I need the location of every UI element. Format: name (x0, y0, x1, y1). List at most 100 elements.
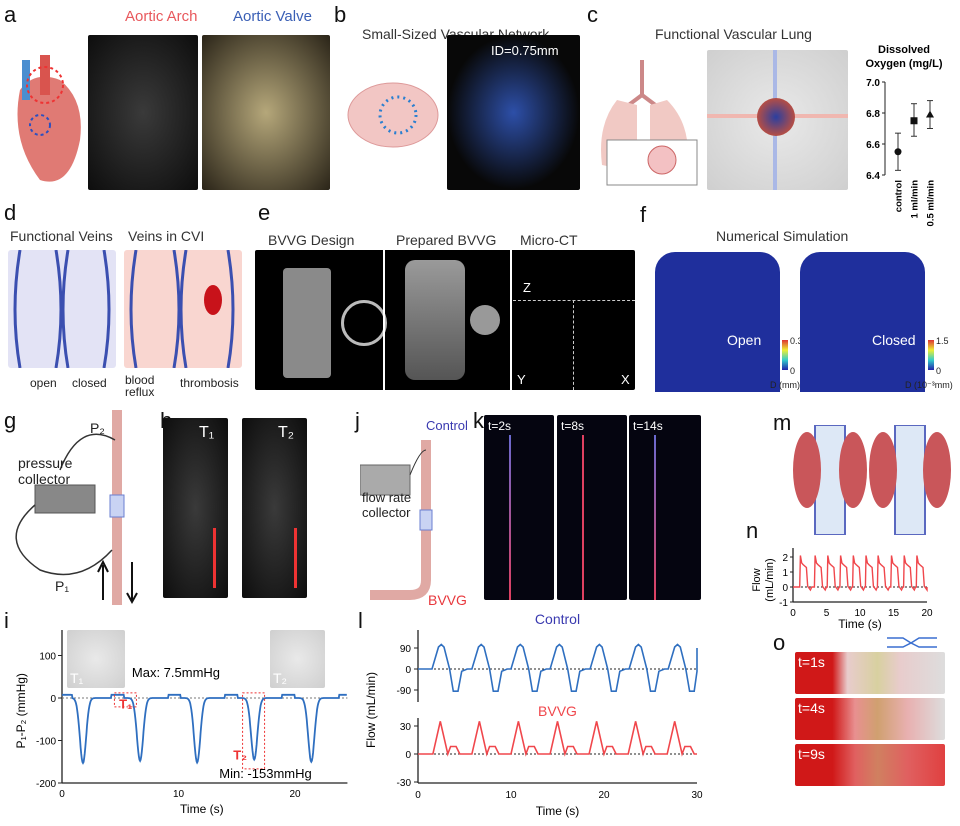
label-o-t9: t=9s (798, 746, 825, 762)
t2-box (242, 692, 266, 770)
occlusion-photo-t1: t=1s (795, 652, 945, 694)
label-o-t4: t=4s (798, 700, 825, 716)
x-tick-label: 10 (505, 790, 517, 801)
pressure-line (62, 693, 347, 765)
label-i-photo-t2: T₂ (273, 670, 287, 686)
x-axis-label: Time (s) (536, 804, 580, 818)
t2-label: T₂ (233, 748, 247, 763)
lung-illustration (601, 60, 698, 186)
panel-label-i: i (4, 608, 9, 633)
label-bvvg-j: BVVG (428, 592, 467, 608)
y-tick-label: 0 (405, 750, 411, 761)
x-tick-label: 30 (691, 790, 703, 801)
x-tick-label: 20 (598, 790, 610, 801)
muscle-pump-diagram (793, 425, 951, 535)
data-point (894, 148, 902, 156)
x-tick-label: 0 (415, 790, 421, 801)
x-tick-label: control (894, 180, 905, 212)
x-tick-label: 0 (59, 789, 65, 800)
panel-label-a: a (4, 2, 17, 27)
aortic-arch-photo (88, 35, 198, 190)
label-pressure-collector: pressure collector (18, 455, 73, 487)
prepared-bvvg-title: Prepared BVVG (396, 232, 497, 248)
x-tick-label: 20 (289, 789, 301, 800)
colorbar-closed-max: 1.5 (936, 336, 949, 346)
x-tick-label: 20 (921, 608, 933, 619)
x-tick-label: 10 (854, 608, 866, 619)
label-thrombosis: thrombosis (180, 376, 239, 390)
simulation-closed: Closed (800, 252, 925, 392)
colorbar-open-unit: D (mm) (770, 380, 800, 390)
series-label-control: Control (535, 611, 580, 627)
y-tick-label: 0 (50, 694, 56, 705)
occlusion-photo-t9: t=9s (795, 744, 945, 786)
y-tick-label: -1 (779, 598, 788, 609)
vein-valve-diagram (8, 250, 242, 368)
panel-label-n: n (746, 518, 759, 543)
panel-label-f: f (640, 202, 647, 227)
label-open-sim: Open (727, 332, 762, 348)
x-axis-label: Time (s) (838, 617, 882, 631)
flow-image-t14: t=14s (629, 415, 701, 600)
dissolved-oxygen-chart: Dissolved Oxygen (mg/L) 7.0 6.8 6.6 6.4 contro… (865, 45, 942, 226)
label-blood-reflux: blood reflux (125, 373, 155, 399)
max-annotation: Max: 7.5mmHg (132, 665, 220, 680)
aortic-arch-title: Aortic Arch (125, 8, 198, 25)
micro-ct-title: Micro-CT (520, 232, 578, 248)
y-axis-label: Flow (mL/min) (364, 672, 378, 748)
label-open: open (30, 376, 57, 390)
y-tick-label: 7.0 (866, 78, 880, 89)
ultrasound-t1: T₁ (163, 418, 228, 598)
t1-label: T₁ (119, 697, 132, 712)
label-closed: closed (72, 376, 107, 390)
data-point (926, 110, 934, 118)
series-label-bvvg: BVVG (538, 703, 577, 719)
colorbar-open (782, 340, 788, 370)
label-h-t2: T₂ (278, 424, 294, 441)
flow-line (793, 555, 928, 593)
bvvg-design-title: BVVG Design (268, 232, 355, 248)
x-tick-label: 1 ml/min (910, 180, 921, 219)
label-h-t1: T₁ (199, 424, 215, 441)
min-annotation: Min: -153mmHg (219, 766, 311, 781)
y-tick-label: -30 (397, 778, 412, 789)
label-flow-collector: flow rate collector (362, 490, 412, 520)
data-point (910, 117, 918, 125)
simulation-open: Open (655, 252, 780, 392)
colorbar-closed-min: 0 (936, 366, 942, 376)
panel-label-m: m (773, 410, 792, 435)
colorbar-closed (928, 340, 934, 370)
y-tick-label: 6.6 (866, 140, 880, 151)
colorbar-closed-unit: D (10⁻³mm) (905, 380, 953, 390)
label-p2: P₂ (90, 420, 105, 436)
y-tick-label: 0 (405, 665, 411, 676)
panel-label-l: l (358, 608, 363, 633)
y-tick-label: 6.4 (866, 171, 880, 182)
x-tick-label: 10 (173, 789, 185, 800)
panel-label-c: c (587, 2, 598, 27)
valve-photo-t2: T₂ (270, 630, 325, 688)
y-axis-label-2: (mL/min) (764, 558, 776, 601)
y-tick-label: -200 (36, 779, 56, 790)
y-tick-label: -90 (397, 686, 412, 697)
pressure-setup-diagram (15, 410, 138, 605)
vascular-network-photo: ID=0.75mm (447, 35, 580, 190)
occlusion-photo-t4: t=4s (795, 698, 945, 740)
flow-image-t8: t=8s (557, 415, 627, 600)
y-axis-label: P₁-P₂ (mmHg) (14, 673, 28, 748)
colorbar-open-max: 0.35 (790, 336, 808, 346)
vascular-lung-photo (707, 50, 848, 190)
axis-y: Y (517, 372, 526, 387)
panel-label-o: o (773, 630, 786, 655)
valve-icon (887, 637, 937, 648)
panel-label-b: b (334, 2, 347, 27)
y-axis-label-1: Flow (751, 568, 763, 591)
control-line (418, 643, 698, 692)
functional-veins-title: Functional Veins (10, 228, 113, 244)
chart-title-line2: Oxygen (mg/L) (865, 58, 942, 70)
label-closed-sim: Closed (872, 332, 916, 348)
x-tick-label: 0 (790, 608, 796, 619)
